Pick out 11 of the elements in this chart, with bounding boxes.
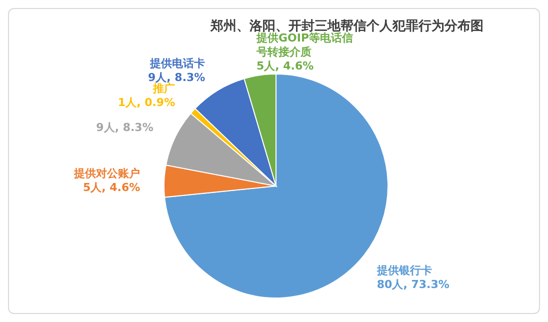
data-label: 5人, 4.6% <box>82 181 140 194</box>
slice-label: 推广 <box>152 82 176 95</box>
slice-label: 提供GOIP等电话信号转接介质 <box>255 31 354 58</box>
data-label: 80人, 73.3% <box>376 278 450 292</box>
data-label: 5人, 4.6% <box>256 59 314 72</box>
data-label: 1人, 0.9% <box>118 96 176 109</box>
slice-label: 提供对公账户 <box>73 167 140 180</box>
slice-label: 提供电话卡 <box>149 56 206 70</box>
slice-label: 提供银行卡 <box>376 264 432 278</box>
data-label: 9人, 8.3% <box>148 70 206 84</box>
data-label: 9人, 8.3% <box>96 121 154 134</box>
